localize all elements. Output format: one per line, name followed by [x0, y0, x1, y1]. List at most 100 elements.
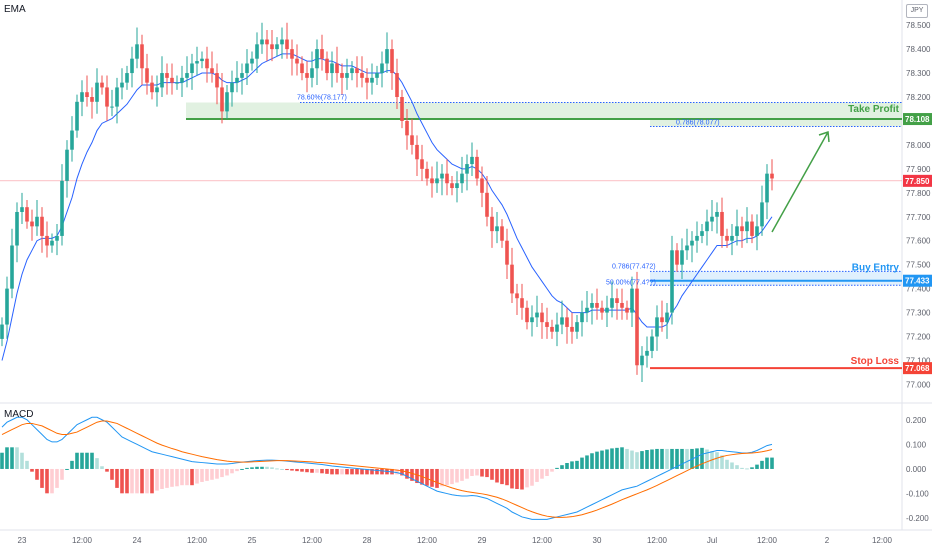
candle [305, 61, 309, 93]
candle-body [125, 73, 129, 83]
candle-body [550, 326, 554, 332]
candle [425, 161, 429, 186]
candle [145, 53, 149, 95]
candle [605, 295, 609, 327]
candle [15, 202, 19, 263]
candle-body [410, 135, 414, 145]
candle [515, 283, 519, 315]
macd-histogram-bar [500, 468, 504, 485]
candle-body [640, 355, 644, 366]
macd-indicator-label[interactable]: MACD [4, 409, 34, 420]
candle-body [425, 168, 429, 179]
candle [240, 63, 244, 95]
candle [340, 63, 344, 95]
macd-histogram-bar [660, 448, 664, 469]
candle-body [25, 207, 29, 222]
candle [535, 295, 539, 327]
current-price-badge-bg [903, 174, 932, 187]
time-tick-label: 23 [18, 536, 27, 545]
candle [350, 61, 354, 81]
price-tick-label: 77.200 [906, 333, 931, 342]
candle [70, 116, 74, 162]
price-axis[interactable]: 78.50078.40078.30078.20078.10078.00077.9… [903, 21, 932, 523]
time-tick-label: Jul [707, 536, 717, 545]
time-tick-label: 12:00 [187, 536, 208, 545]
candle-body [130, 58, 134, 74]
macd-histogram-bar [235, 468, 239, 472]
candle [620, 288, 624, 320]
macd-histogram-bar [505, 468, 509, 486]
macd-histogram-bar [520, 468, 524, 490]
macd-histogram-bar [410, 468, 414, 481]
candle-body [570, 326, 574, 332]
fib-label-upper: 78.60%(78.177) [297, 95, 347, 102]
candle [540, 302, 544, 339]
macd-tick-label: -0.100 [906, 490, 929, 499]
macd-histogram-bar [365, 468, 369, 475]
candle-body [340, 73, 344, 78]
ema-indicator-label[interactable]: EMA [4, 4, 26, 15]
candle-body [60, 180, 64, 236]
fib-label-entry-lower: 50.00%(77.4??) [606, 279, 656, 286]
candle [115, 77, 119, 124]
macd-histogram-bar [55, 468, 59, 488]
macd-histogram-bar [5, 447, 9, 469]
macd-histogram-bar [745, 468, 749, 470]
candle-body [565, 317, 569, 327]
candle [30, 209, 34, 241]
candle [510, 247, 514, 303]
macd-histogram-bar [485, 468, 489, 478]
candle-body [445, 173, 449, 184]
candle-body [745, 221, 749, 232]
macd-histogram-bar [245, 467, 249, 469]
candle-body [765, 173, 769, 203]
candle-body [305, 73, 309, 78]
time-tick-label: 12:00 [647, 536, 668, 545]
candle-body [680, 250, 684, 265]
macd-histogram-bar [395, 468, 399, 475]
candle [735, 209, 739, 246]
candle-body [490, 216, 494, 232]
macd-histogram-bar [210, 468, 214, 480]
price-tick-label: 77.600 [906, 237, 931, 246]
macd-histogram-bar [705, 449, 709, 469]
candle [400, 89, 404, 129]
candle-body [685, 245, 689, 251]
candle [150, 75, 154, 100]
candle [700, 223, 704, 244]
candle-body [135, 44, 139, 59]
candle [160, 56, 164, 98]
macd-tick-label: -0.200 [906, 514, 929, 523]
macd-histogram-bar [160, 468, 164, 489]
macd-histogram-bar [30, 468, 34, 472]
candle-body [525, 307, 529, 323]
macd-histogram-bar [285, 468, 289, 471]
macd-histogram-bar [40, 468, 44, 488]
candle-body [725, 235, 729, 241]
macd-histogram-bar [370, 468, 374, 475]
candle-body [255, 44, 259, 59]
macd-histogram-bar [475, 468, 479, 476]
candle [135, 27, 139, 69]
candle [670, 235, 674, 325]
candle [500, 219, 504, 248]
macd-histogram-bar [755, 464, 759, 469]
candle-body [335, 63, 339, 74]
candle-body [5, 288, 9, 325]
candle [715, 202, 719, 234]
candle-body [700, 231, 704, 236]
macd-histogram-bar [465, 468, 469, 479]
currency-badge[interactable]: JPY [906, 4, 928, 18]
candle-body [265, 39, 269, 45]
stop-loss-label: Stop Loss [851, 356, 900, 367]
candle-body [300, 63, 304, 74]
candle-body [345, 73, 349, 78]
candle-body [315, 49, 319, 69]
time-axis[interactable]: 23 12:00 24 12:00 25 12:00 28 12:00 29 12:00 30 12:… [18, 536, 893, 545]
price-tick-label: 77.800 [906, 189, 931, 198]
candle-body [140, 44, 144, 69]
candle [665, 302, 669, 339]
macd-histogram-bar [510, 468, 514, 489]
candle [595, 288, 599, 320]
